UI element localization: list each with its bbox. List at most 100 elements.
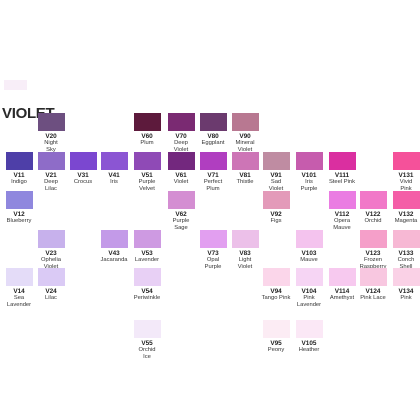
swatch-v91: V91 Sad Violet <box>261 152 292 192</box>
swatch-name: Deep Lilac <box>44 179 58 192</box>
swatch-code: V131 <box>398 172 414 179</box>
swatch-code: V51 <box>141 172 153 179</box>
swatch-name: Indigo <box>11 179 27 185</box>
swatch-code: V31 <box>77 172 89 179</box>
swatch-name: Violet <box>173 179 189 185</box>
color-chip <box>295 230 323 248</box>
swatch-code: V80 <box>207 133 219 140</box>
swatch-code: V105 <box>301 340 317 347</box>
swatch-code: V24 <box>45 288 57 295</box>
swatch-code: V91 <box>270 172 282 179</box>
color-chip <box>133 320 161 338</box>
swatch-name: Tango Pink <box>261 295 291 301</box>
swatch-code: V12 <box>13 211 25 218</box>
swatch-code: V114 <box>334 288 350 295</box>
swatch-code: V71 <box>207 172 219 179</box>
swatch-v94: V94 Tango Pink <box>261 268 292 302</box>
swatch-code: V54 <box>141 288 153 295</box>
swatch-v55: V55 Orchid Ice <box>132 320 163 360</box>
swatch-name: Orchid <box>364 218 382 224</box>
swatch-code: V81 <box>239 172 251 179</box>
swatch-code: V55 <box>141 340 153 347</box>
swatch-v92: V92 Figs <box>261 191 292 225</box>
swatch-code: V20 <box>45 133 57 140</box>
color-chip <box>37 152 65 170</box>
swatch-v131: V131 Vivid Pink <box>391 152 420 192</box>
swatch-v20: V20 Night Sky <box>36 113 67 153</box>
color-chip <box>392 268 420 286</box>
color-chip <box>133 152 161 170</box>
swatch-code: V124 <box>365 288 381 295</box>
color-chip <box>231 230 259 248</box>
swatch-code: V43 <box>108 250 120 257</box>
color-chip <box>167 152 195 170</box>
swatch-code: V61 <box>175 172 187 179</box>
swatch-code: V23 <box>45 250 57 257</box>
swatch-v73: V73 Opal Purple <box>198 230 229 270</box>
color-chip <box>133 268 161 286</box>
color-chip <box>359 191 387 209</box>
swatch-v62: V62 Purple Sage <box>166 191 197 231</box>
swatch-name: Periwinkle <box>133 295 161 301</box>
swatch-v111: V111 Steel Pink <box>327 152 358 186</box>
swatch-name: Ophelia Violet <box>41 257 61 270</box>
swatch-v80: V80 Eggplant <box>198 113 229 147</box>
swatch-code: V123 <box>365 250 381 257</box>
swatch-code: V134 <box>398 288 414 295</box>
swatch-v24: V24 Lilac <box>36 268 67 302</box>
swatch-v90: V90 Mineral Violet <box>230 113 261 153</box>
corner-swatch <box>4 80 27 90</box>
swatch-name: Steel Pink <box>328 179 356 185</box>
color-chip <box>295 320 323 338</box>
color-chip <box>37 113 65 131</box>
color-chip <box>295 152 323 170</box>
swatch-v95: V95 Peony <box>261 320 292 354</box>
swatch-v105: V105 Heather <box>294 320 325 354</box>
swatch-name: Amethyst <box>329 295 355 301</box>
swatch-v14: V14 Sea Lavender <box>4 268 35 308</box>
swatch-code: V21 <box>45 172 57 179</box>
swatch-name: Frozen Raspberry <box>359 257 387 270</box>
color-chip <box>262 152 290 170</box>
swatch-v54: V54 Periwinkle <box>132 268 163 302</box>
color-chip <box>359 268 387 286</box>
swatch-v43: V43 Jacaranda <box>99 230 130 264</box>
swatch-name: Purple Velvet <box>138 179 156 192</box>
swatch-v104: V104 Pink Lavender <box>294 268 325 308</box>
color-chip <box>100 152 128 170</box>
swatch-v103: V103 Mauve <box>294 230 325 264</box>
color-chip <box>359 230 387 248</box>
color-chip <box>5 268 33 286</box>
swatch-v134: V134 Pink <box>391 268 420 302</box>
color-chip <box>37 230 65 248</box>
color-chip <box>133 230 161 248</box>
swatch-code: V103 <box>301 250 317 257</box>
swatch-name: Sad Violet <box>268 179 284 192</box>
color-chip <box>199 113 227 131</box>
swatch-name: Conch Shell <box>397 257 415 270</box>
swatch-v53: V53 Lavender <box>132 230 163 264</box>
swatch-name: Eggplant <box>201 140 225 146</box>
color-chip <box>231 113 259 131</box>
color-chip <box>328 268 356 286</box>
color-chip <box>262 268 290 286</box>
color-chip <box>199 152 227 170</box>
swatch-code: V14 <box>13 288 25 295</box>
color-chip <box>392 230 420 248</box>
swatch-name: Blueberry <box>6 218 32 224</box>
swatch-name: Lilac <box>45 295 57 301</box>
color-chip <box>199 230 227 248</box>
color-chip <box>328 191 356 209</box>
swatch-name: Pink Lace <box>360 295 386 301</box>
swatch-code: V101 <box>301 172 317 179</box>
swatch-v133: V133 Conch Shell <box>391 230 420 270</box>
swatch-v83: V83 Light Violet <box>230 230 261 270</box>
swatch-v101: V101 Iris Purple <box>294 152 325 192</box>
swatch-name: Crocus <box>73 179 93 185</box>
swatch-code: V112 <box>334 211 350 218</box>
swatch-v122: V122 Orchid <box>358 191 389 225</box>
swatch-v60: V60 Plum <box>132 113 163 147</box>
swatch-name: Magenta <box>394 218 418 224</box>
color-chip <box>262 191 290 209</box>
swatch-name: Sea Lavender <box>6 295 32 308</box>
